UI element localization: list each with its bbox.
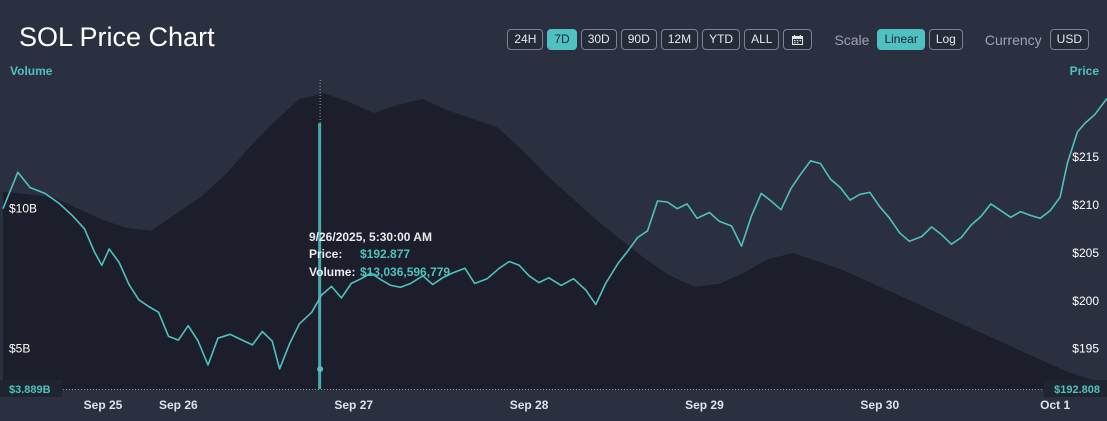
price-line	[2, 97, 1107, 370]
price-tick-label: $195	[1072, 342, 1099, 356]
range-12m-button[interactable]: 12M	[660, 29, 699, 50]
x-tick-label: Sep 29	[685, 398, 724, 412]
x-tick-label: Oct 1	[1040, 398, 1070, 412]
price-badge	[1044, 380, 1107, 397]
range-30d-button[interactable]: 30D	[580, 29, 617, 50]
range-24h-button[interactable]: 24H	[507, 29, 544, 50]
date-picker-button[interactable]	[783, 29, 813, 50]
calendar-icon	[792, 34, 804, 45]
volume-badge-text: $3.889B	[9, 384, 51, 396]
tooltip-volume-value: $13,036,596,779	[360, 265, 450, 279]
volume-area	[3, 93, 1107, 390]
price-tick-label: $215	[1072, 150, 1099, 164]
x-tick-label: Sep 28	[510, 398, 549, 412]
page-title: SOL Price Chart	[19, 22, 215, 52]
x-tick-label: Sep 27	[334, 398, 373, 412]
tooltip-price-value: $192.877	[360, 247, 410, 261]
chart-controls: 24H 7D 30D 90D 12M YTD ALL Scale Linear …	[503, 28, 1089, 51]
range-7d-button[interactable]: 7D	[547, 29, 577, 50]
scale-label: Scale	[834, 31, 870, 48]
scale-log-button[interactable]: Log	[928, 29, 963, 50]
volume-badge	[0, 380, 62, 397]
tooltip-price-label: Price:	[309, 247, 342, 261]
range-all-button[interactable]: ALL	[744, 29, 780, 50]
price-tick-label: $205	[1072, 246, 1099, 260]
x-tick-label: Sep 25	[84, 398, 123, 412]
hovered-volume-bar	[318, 123, 322, 389]
volume-axis-title: Volume	[10, 64, 53, 78]
price-tick-label: $210	[1072, 198, 1099, 212]
price-badge-text: $192.808	[1054, 384, 1100, 396]
x-tick-label: Sep 30	[860, 398, 899, 412]
tooltip-volume-label: Volume:	[309, 265, 355, 279]
price-axis-title: Price	[1069, 64, 1099, 78]
currency-select[interactable]: USD	[1049, 29, 1089, 50]
range-90d-button[interactable]: 90D	[620, 29, 657, 50]
hover-point-marker	[317, 366, 324, 373]
volume-tick-label: $10B	[9, 201, 37, 215]
volume-tick-label: $5B	[9, 341, 30, 355]
currency-label: Currency	[984, 31, 1042, 48]
scale-linear-button[interactable]: Linear	[877, 29, 925, 50]
range-ytd-button[interactable]: YTD	[702, 29, 741, 50]
tooltip-date: 9/26/2025, 5:30:00 AM	[309, 230, 432, 244]
price-tick-label: $200	[1072, 294, 1099, 308]
x-tick-label: Sep 26	[159, 398, 198, 412]
